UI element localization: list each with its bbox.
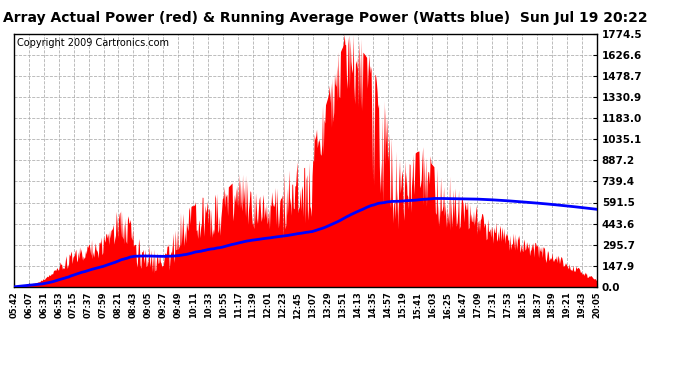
Text: West Array Actual Power (red) & Running Average Power (Watts blue)  Sun Jul 19 2: West Array Actual Power (red) & Running …: [0, 11, 648, 25]
Text: Copyright 2009 Cartronics.com: Copyright 2009 Cartronics.com: [17, 38, 169, 48]
